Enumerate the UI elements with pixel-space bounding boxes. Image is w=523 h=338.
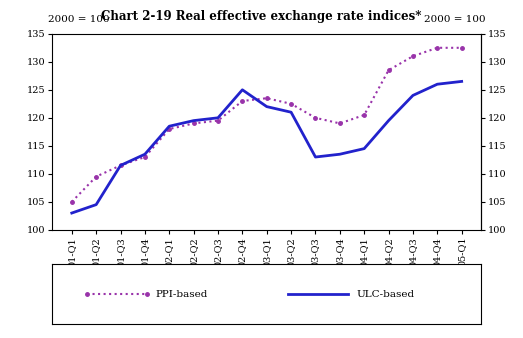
Text: ULC-based: ULC-based <box>357 290 415 298</box>
ULC-based <box>434 82 440 86</box>
PPI-based <box>166 127 173 131</box>
PPI-based <box>215 119 221 123</box>
PPI-based <box>142 155 148 159</box>
ULC-based <box>239 88 245 92</box>
PPI-based <box>337 121 343 125</box>
ULC-based <box>142 152 148 156</box>
Text: 2000 = 100: 2000 = 100 <box>424 15 485 24</box>
Line: ULC-based: ULC-based <box>72 81 462 213</box>
Text: Chart 2-19 Real effective exchange rate indices*: Chart 2-19 Real effective exchange rate … <box>101 10 422 23</box>
PPI-based <box>117 163 123 167</box>
ULC-based <box>190 119 197 123</box>
ULC-based <box>459 79 465 83</box>
PPI-based <box>239 99 245 103</box>
Line: PPI-based: PPI-based <box>70 46 463 203</box>
ULC-based <box>264 104 270 108</box>
PPI-based <box>385 68 392 72</box>
PPI-based <box>434 46 440 50</box>
PPI-based <box>190 121 197 125</box>
PPI-based <box>410 54 416 58</box>
ULC-based <box>288 110 294 114</box>
ULC-based <box>385 119 392 123</box>
ULC-based <box>410 93 416 97</box>
PPI-based <box>264 96 270 100</box>
ULC-based <box>69 211 75 215</box>
ULC-based <box>215 116 221 120</box>
ULC-based <box>93 202 99 207</box>
PPI-based <box>69 200 75 204</box>
PPI-based <box>312 116 319 120</box>
ULC-based <box>166 124 173 128</box>
ULC-based <box>312 155 319 159</box>
PPI-based <box>361 113 367 117</box>
PPI-based <box>288 102 294 106</box>
PPI-based <box>93 175 99 179</box>
ULC-based <box>337 152 343 156</box>
ULC-based <box>117 163 123 167</box>
Text: 2000 = 100: 2000 = 100 <box>48 15 110 24</box>
Text: PPI-based: PPI-based <box>155 290 208 298</box>
ULC-based <box>361 147 367 151</box>
PPI-based <box>459 46 465 50</box>
